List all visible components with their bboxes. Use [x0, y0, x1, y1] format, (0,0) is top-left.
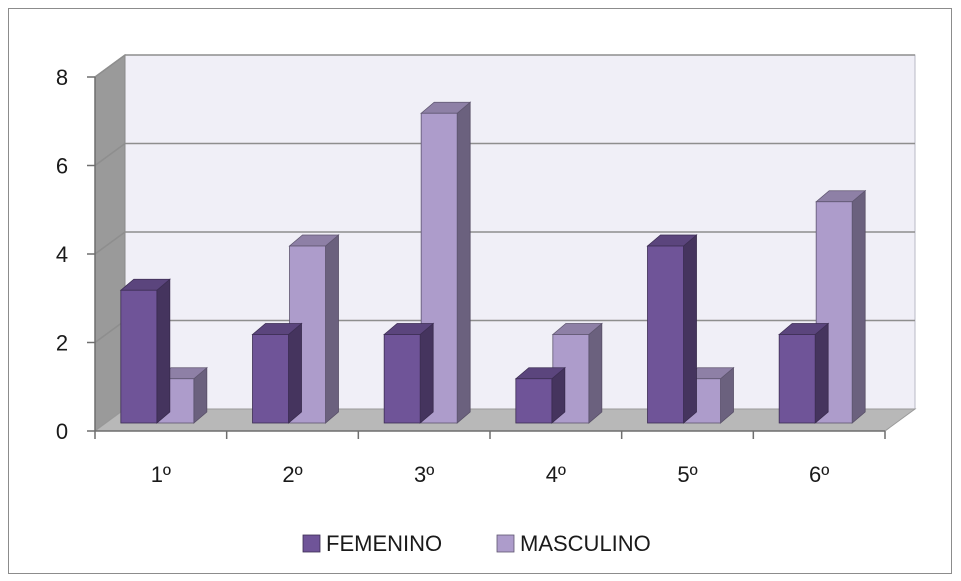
bar-side [156, 278, 171, 424]
bar-femenino-2 [251, 322, 303, 424]
bar-femenino-6 [778, 322, 830, 424]
bar-femenino-3 [383, 322, 435, 424]
bar-femenino-1 [119, 278, 171, 424]
bar-side [456, 101, 471, 424]
bar-side [325, 234, 339, 424]
gridline-4 [94, 231, 915, 255]
chart-axes [87, 76, 886, 439]
legend-label-masculino: MASCULINO [520, 531, 651, 556]
bar-side [288, 322, 302, 424]
bar-femenino-5 [646, 234, 698, 424]
legend-swatch-masculino [496, 534, 515, 553]
y-tick-label: 2 [56, 331, 68, 356]
x-tick-label: 2º [282, 462, 302, 487]
bar-side [814, 322, 829, 424]
y-tick-label: 6 [56, 154, 68, 179]
bar-side [419, 322, 434, 424]
bar-femenino-4 [514, 366, 566, 424]
x-tick-label: 3º [414, 462, 434, 487]
x-tick-label: 1º [151, 462, 171, 487]
gridline-6 [94, 142, 915, 167]
bar-front [252, 334, 289, 424]
bar-front [515, 378, 553, 424]
legend-label-femenino: FEMENINO [326, 531, 442, 556]
y-tick-label: 4 [56, 242, 68, 267]
bar-front [778, 334, 816, 424]
x-tick-label: 6º [809, 462, 829, 487]
bar-front [383, 334, 421, 424]
bar-side [683, 234, 697, 424]
bar-front [120, 289, 158, 424]
y-tick-label: 8 [56, 65, 68, 90]
chart-legend: FEMENINO MASCULINO [302, 531, 651, 556]
chart-tick-labels: 0 2 4 6 8 1º 2º 3º 4º 5º 6º [56, 65, 829, 487]
bar-side [851, 189, 866, 424]
x-tick-label: 4º [546, 462, 566, 487]
bar-front [647, 245, 684, 424]
x-tick-label: 5º [677, 462, 697, 487]
gridline-8 [94, 54, 915, 78]
chart-bars [119, 101, 867, 424]
bar-side [588, 322, 603, 424]
y-tick-label: 0 [56, 419, 68, 444]
legend-swatch-femenino [302, 534, 321, 553]
